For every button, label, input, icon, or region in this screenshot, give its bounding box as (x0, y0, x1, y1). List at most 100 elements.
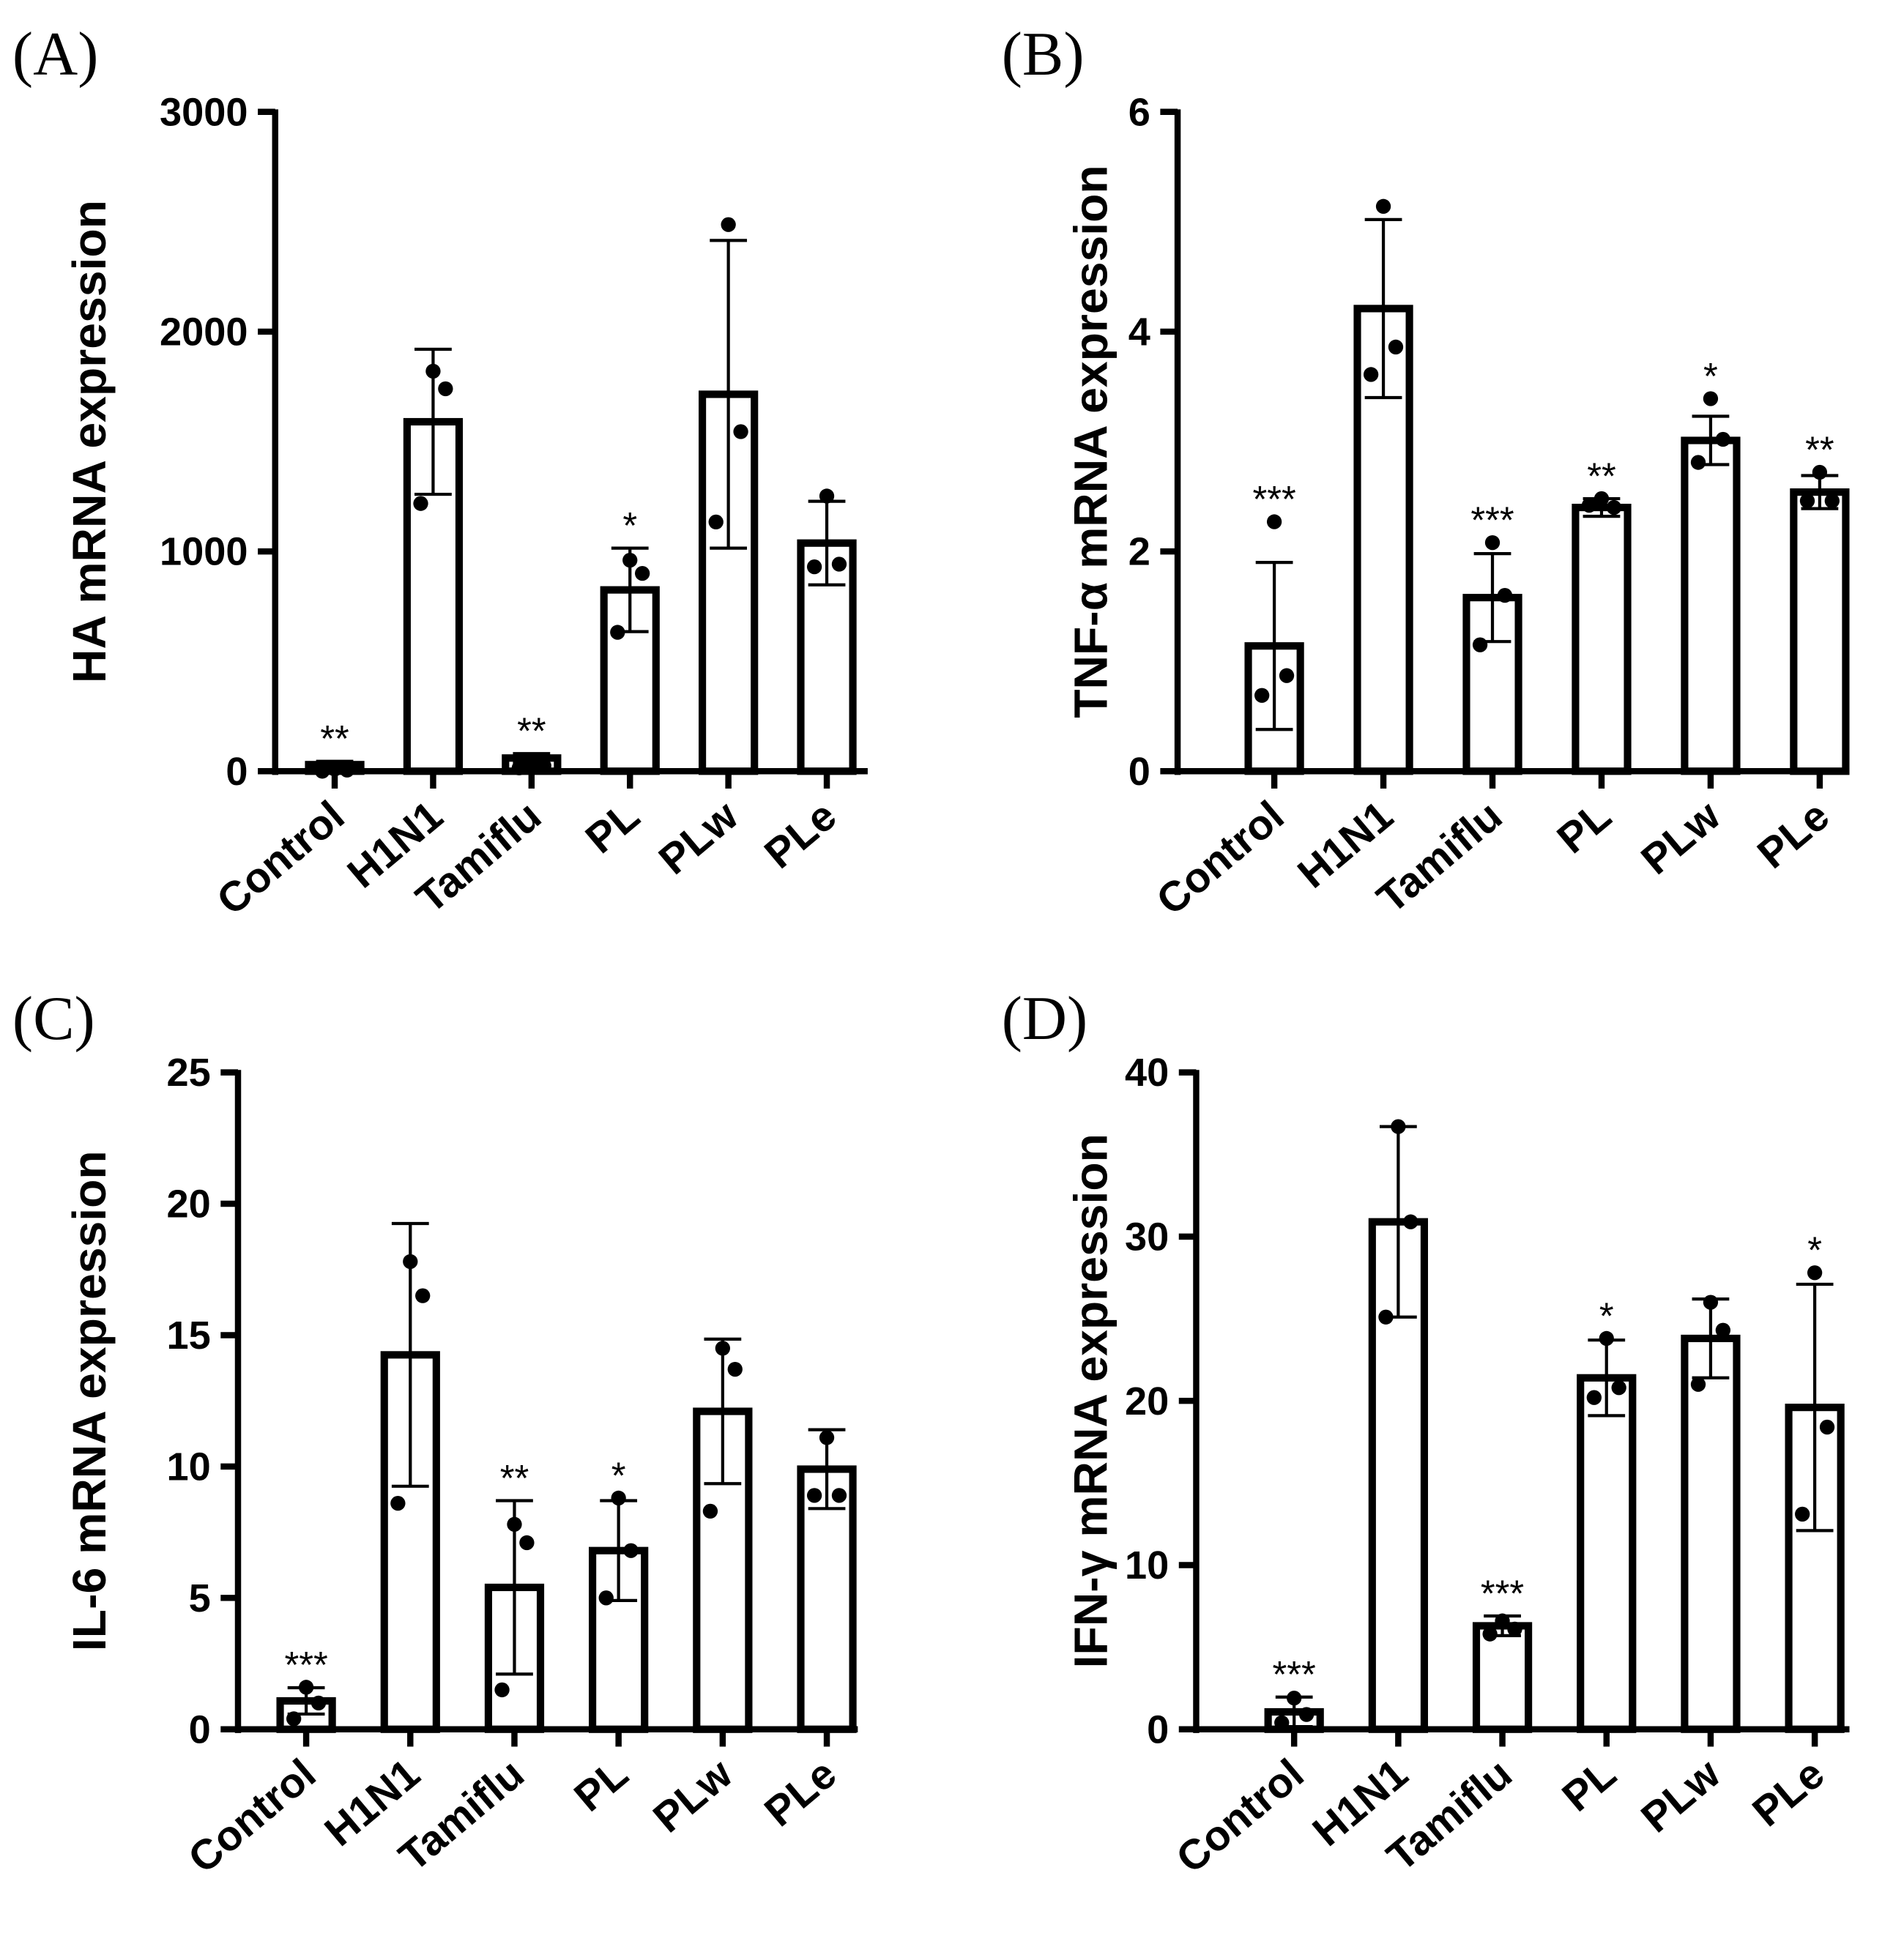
data-point (403, 1254, 418, 1270)
data-point (806, 559, 822, 575)
data-point (1484, 535, 1500, 551)
data-point (507, 1516, 522, 1532)
data-point (314, 764, 330, 779)
data-point (727, 1361, 743, 1377)
y-tick-label: 1000 (160, 530, 248, 574)
data-point (1715, 431, 1731, 447)
x-tick-label: PLe (756, 1750, 845, 1836)
data-point (1507, 1621, 1522, 1637)
significance: * (611, 1454, 626, 1496)
data-point (1287, 1690, 1302, 1706)
data-point (1497, 587, 1513, 603)
data-point (1274, 1715, 1290, 1730)
bar (1472, 1622, 1533, 1733)
y-tick-label: 4 (1128, 310, 1150, 354)
data-point (1266, 514, 1282, 529)
x-tick-label: Control (1168, 1750, 1313, 1882)
y-tick-label: 0 (1128, 750, 1150, 794)
data-point (415, 1288, 431, 1303)
significance: *** (1273, 1653, 1316, 1695)
x-tick-label: PLe (756, 792, 845, 878)
x-tick-label: PLw (644, 1750, 741, 1841)
data-point (1599, 1330, 1614, 1347)
x-tick-label: Control (208, 792, 353, 925)
data-point (1611, 1380, 1626, 1396)
y-tick-label: 6 (1128, 90, 1150, 134)
y-tick-label: 10 (167, 1445, 211, 1489)
data-point (1819, 1419, 1835, 1435)
y-tick-label: 2000 (160, 310, 248, 354)
data-point (635, 565, 650, 581)
data-point (310, 1695, 327, 1711)
significance: ** (517, 710, 546, 752)
data-point (598, 1590, 614, 1606)
significance: ** (1587, 455, 1616, 497)
x-tick-label: PLw (1632, 1750, 1729, 1841)
data-point (524, 755, 539, 770)
significance: * (1807, 1229, 1822, 1271)
data-point (425, 363, 441, 379)
y-axis-title: TNF-α mRNA expression (1065, 165, 1118, 718)
y-tick-label: 5 (189, 1576, 211, 1620)
data-point (831, 1488, 847, 1503)
bar (797, 539, 857, 775)
data-point (519, 1535, 535, 1551)
y-tick-label: 10 (1125, 1543, 1169, 1587)
significance: ** (500, 1457, 529, 1499)
data-point (1799, 493, 1815, 509)
significance: ** (320, 718, 349, 759)
data-point (1363, 367, 1379, 382)
x-tick-label: PLe (1744, 1750, 1833, 1836)
data-point (611, 1490, 626, 1506)
data-point (327, 761, 343, 777)
data-point (438, 381, 453, 397)
panel-label: (A) (12, 21, 98, 89)
data-point (494, 1682, 510, 1698)
data-point (1378, 1309, 1394, 1325)
data-point (622, 552, 638, 568)
x-tick-label: Tamiflu (1369, 792, 1511, 923)
data-point (1495, 1613, 1510, 1628)
data-point (1403, 1214, 1418, 1229)
y-tick-label: 0 (189, 1707, 211, 1751)
data-point (536, 758, 551, 773)
x-tick-label: Control (180, 1750, 325, 1882)
y-tick-label: 3000 (160, 90, 248, 134)
y-tick-label: 25 (167, 1051, 211, 1095)
data-point (1581, 497, 1597, 513)
panel-label: (B) (1002, 21, 1085, 89)
bar (1681, 1334, 1741, 1733)
y-tick-label: 20 (167, 1183, 211, 1226)
data-point (511, 760, 527, 775)
y-axis-title: IL-6 mRNA expression (63, 1150, 116, 1651)
data-point (1586, 1390, 1602, 1405)
data-point (1703, 391, 1719, 406)
significance: *** (1481, 1572, 1524, 1614)
data-point (702, 1503, 718, 1519)
data-point (708, 514, 724, 530)
data-point (1715, 1322, 1731, 1338)
data-point (819, 488, 835, 504)
data-point (1606, 499, 1622, 515)
bar (1790, 488, 1850, 775)
data-point (1795, 1506, 1810, 1522)
data-point (1690, 455, 1706, 470)
data-point (819, 1430, 835, 1445)
bar (797, 1465, 857, 1733)
panel-label: (D) (1002, 985, 1087, 1053)
bar (380, 1351, 440, 1733)
data-point (1807, 1265, 1823, 1281)
x-tick-label: PL (565, 1750, 636, 1820)
x-tick-label: PLw (1632, 792, 1729, 884)
data-point (831, 556, 847, 572)
y-tick-label: 15 (167, 1314, 211, 1358)
significance: * (1599, 1295, 1614, 1336)
x-tick-label: Control (1148, 792, 1293, 925)
y-tick-label: 30 (1125, 1215, 1169, 1259)
data-point (413, 496, 428, 511)
data-point (715, 1341, 731, 1356)
bar (1368, 1218, 1428, 1733)
significance: * (1703, 355, 1718, 397)
significance: *** (284, 1644, 327, 1686)
